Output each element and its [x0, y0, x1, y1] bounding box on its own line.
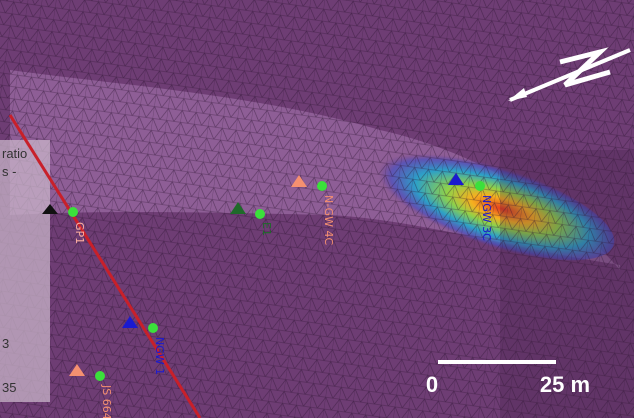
well-label: E1: [260, 222, 273, 236]
page: {"side_panel": {"lines": ["ratio", "s -"…: [0, 0, 634, 418]
scale-start: 0: [426, 372, 438, 397]
well-label: GP1: [73, 222, 86, 244]
side-text: s -: [2, 164, 16, 179]
scale-end: 25 m: [540, 372, 590, 397]
side-text: ratio: [2, 146, 27, 161]
well-label: NGW 3C: [480, 195, 493, 241]
side-panel: [0, 140, 50, 402]
mesh-view: ratio s - 3 35 GP1 E1 N-GW 4C NGW 3C NGW…: [0, 0, 634, 418]
well-label: JS 664: [100, 384, 113, 418]
side-text: 3: [2, 336, 9, 351]
side-text: 35: [2, 380, 16, 395]
well-label: N-GW 4C: [322, 195, 335, 245]
well-label: NGW 1: [153, 337, 166, 375]
